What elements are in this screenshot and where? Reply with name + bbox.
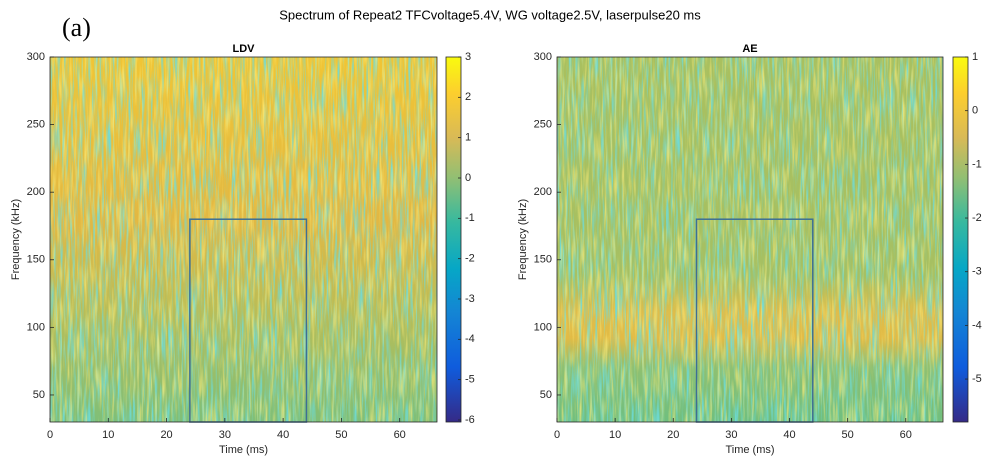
y-tick-label: 300 xyxy=(27,51,45,63)
x-tick-label: 30 xyxy=(219,429,231,441)
y-tick-label: 150 xyxy=(27,254,45,266)
x-axis-label: Time (ms) xyxy=(725,444,774,456)
colorbar-tick-label: -1 xyxy=(972,158,982,170)
heatmap-texture xyxy=(50,57,437,422)
colorbar-tick-label: 2 xyxy=(465,91,471,103)
colorbar-tick-label: -5 xyxy=(972,373,982,385)
colorbar-tick-label: -2 xyxy=(465,253,475,265)
colorbar-tick-label: -4 xyxy=(465,333,475,345)
x-tick-label: 10 xyxy=(609,429,621,441)
colorbar-tick-label: -1 xyxy=(465,212,475,224)
y-tick-label: 300 xyxy=(534,51,552,63)
colorbar-tick-label: -6 xyxy=(465,414,475,426)
colorbar-tick-label: 0 xyxy=(465,172,471,184)
colorbar-frame xyxy=(445,56,462,423)
y-tick-label: 150 xyxy=(534,254,552,266)
heatmap-texture xyxy=(557,57,943,422)
x-axis-label: Time (ms) xyxy=(219,444,268,456)
axes-title: AE xyxy=(742,43,757,55)
x-tick-label: 50 xyxy=(842,429,854,441)
y-tick-label: 200 xyxy=(27,186,45,198)
y-tick-label: 250 xyxy=(534,118,552,130)
x-tick-label: 30 xyxy=(725,429,737,441)
y-tick-label: 100 xyxy=(534,321,552,333)
axes-title: LDV xyxy=(233,43,256,55)
colorbar-tick-label: -3 xyxy=(972,266,982,278)
y-axis-label: Frequency (kHz) xyxy=(517,199,529,280)
x-tick-label: 20 xyxy=(160,429,172,441)
y-axis-label: Frequency (kHz) xyxy=(10,199,22,280)
x-tick-label: 60 xyxy=(900,429,912,441)
x-tick-label: 10 xyxy=(102,429,114,441)
figure-title: Spectrum of Repeat2 TFCvoltage5.4V, WG v… xyxy=(279,7,701,22)
y-tick-label: 50 xyxy=(540,389,552,401)
x-tick-label: 40 xyxy=(783,429,795,441)
y-tick-label: 100 xyxy=(27,321,45,333)
x-tick-label: 0 xyxy=(47,429,53,441)
y-tick-label: 50 xyxy=(33,389,45,401)
colorbar-tick-label: -3 xyxy=(465,293,475,305)
colorbar xyxy=(446,57,461,422)
colorbar xyxy=(953,57,968,422)
colorbar-tick-label: 1 xyxy=(465,132,471,144)
colorbar-tick-label: 0 xyxy=(972,105,978,117)
x-tick-label: 50 xyxy=(335,429,347,441)
colorbar-tick-label: 3 xyxy=(465,51,471,63)
x-tick-label: 60 xyxy=(394,429,406,441)
x-tick-label: 0 xyxy=(554,429,560,441)
axes-frame xyxy=(556,56,944,423)
axes-frame xyxy=(49,56,438,423)
y-tick-label: 250 xyxy=(27,118,45,130)
panel-label: (a) xyxy=(62,13,91,42)
colorbar-tick-label: -4 xyxy=(972,319,982,331)
x-tick-label: 20 xyxy=(667,429,679,441)
colorbar-tick-label: -5 xyxy=(465,374,475,386)
y-tick-label: 200 xyxy=(534,186,552,198)
colorbar-tick-label: -2 xyxy=(972,212,982,224)
x-tick-label: 40 xyxy=(277,429,289,441)
colorbar-tick-label: 1 xyxy=(972,51,978,63)
colorbar-frame xyxy=(952,56,969,423)
